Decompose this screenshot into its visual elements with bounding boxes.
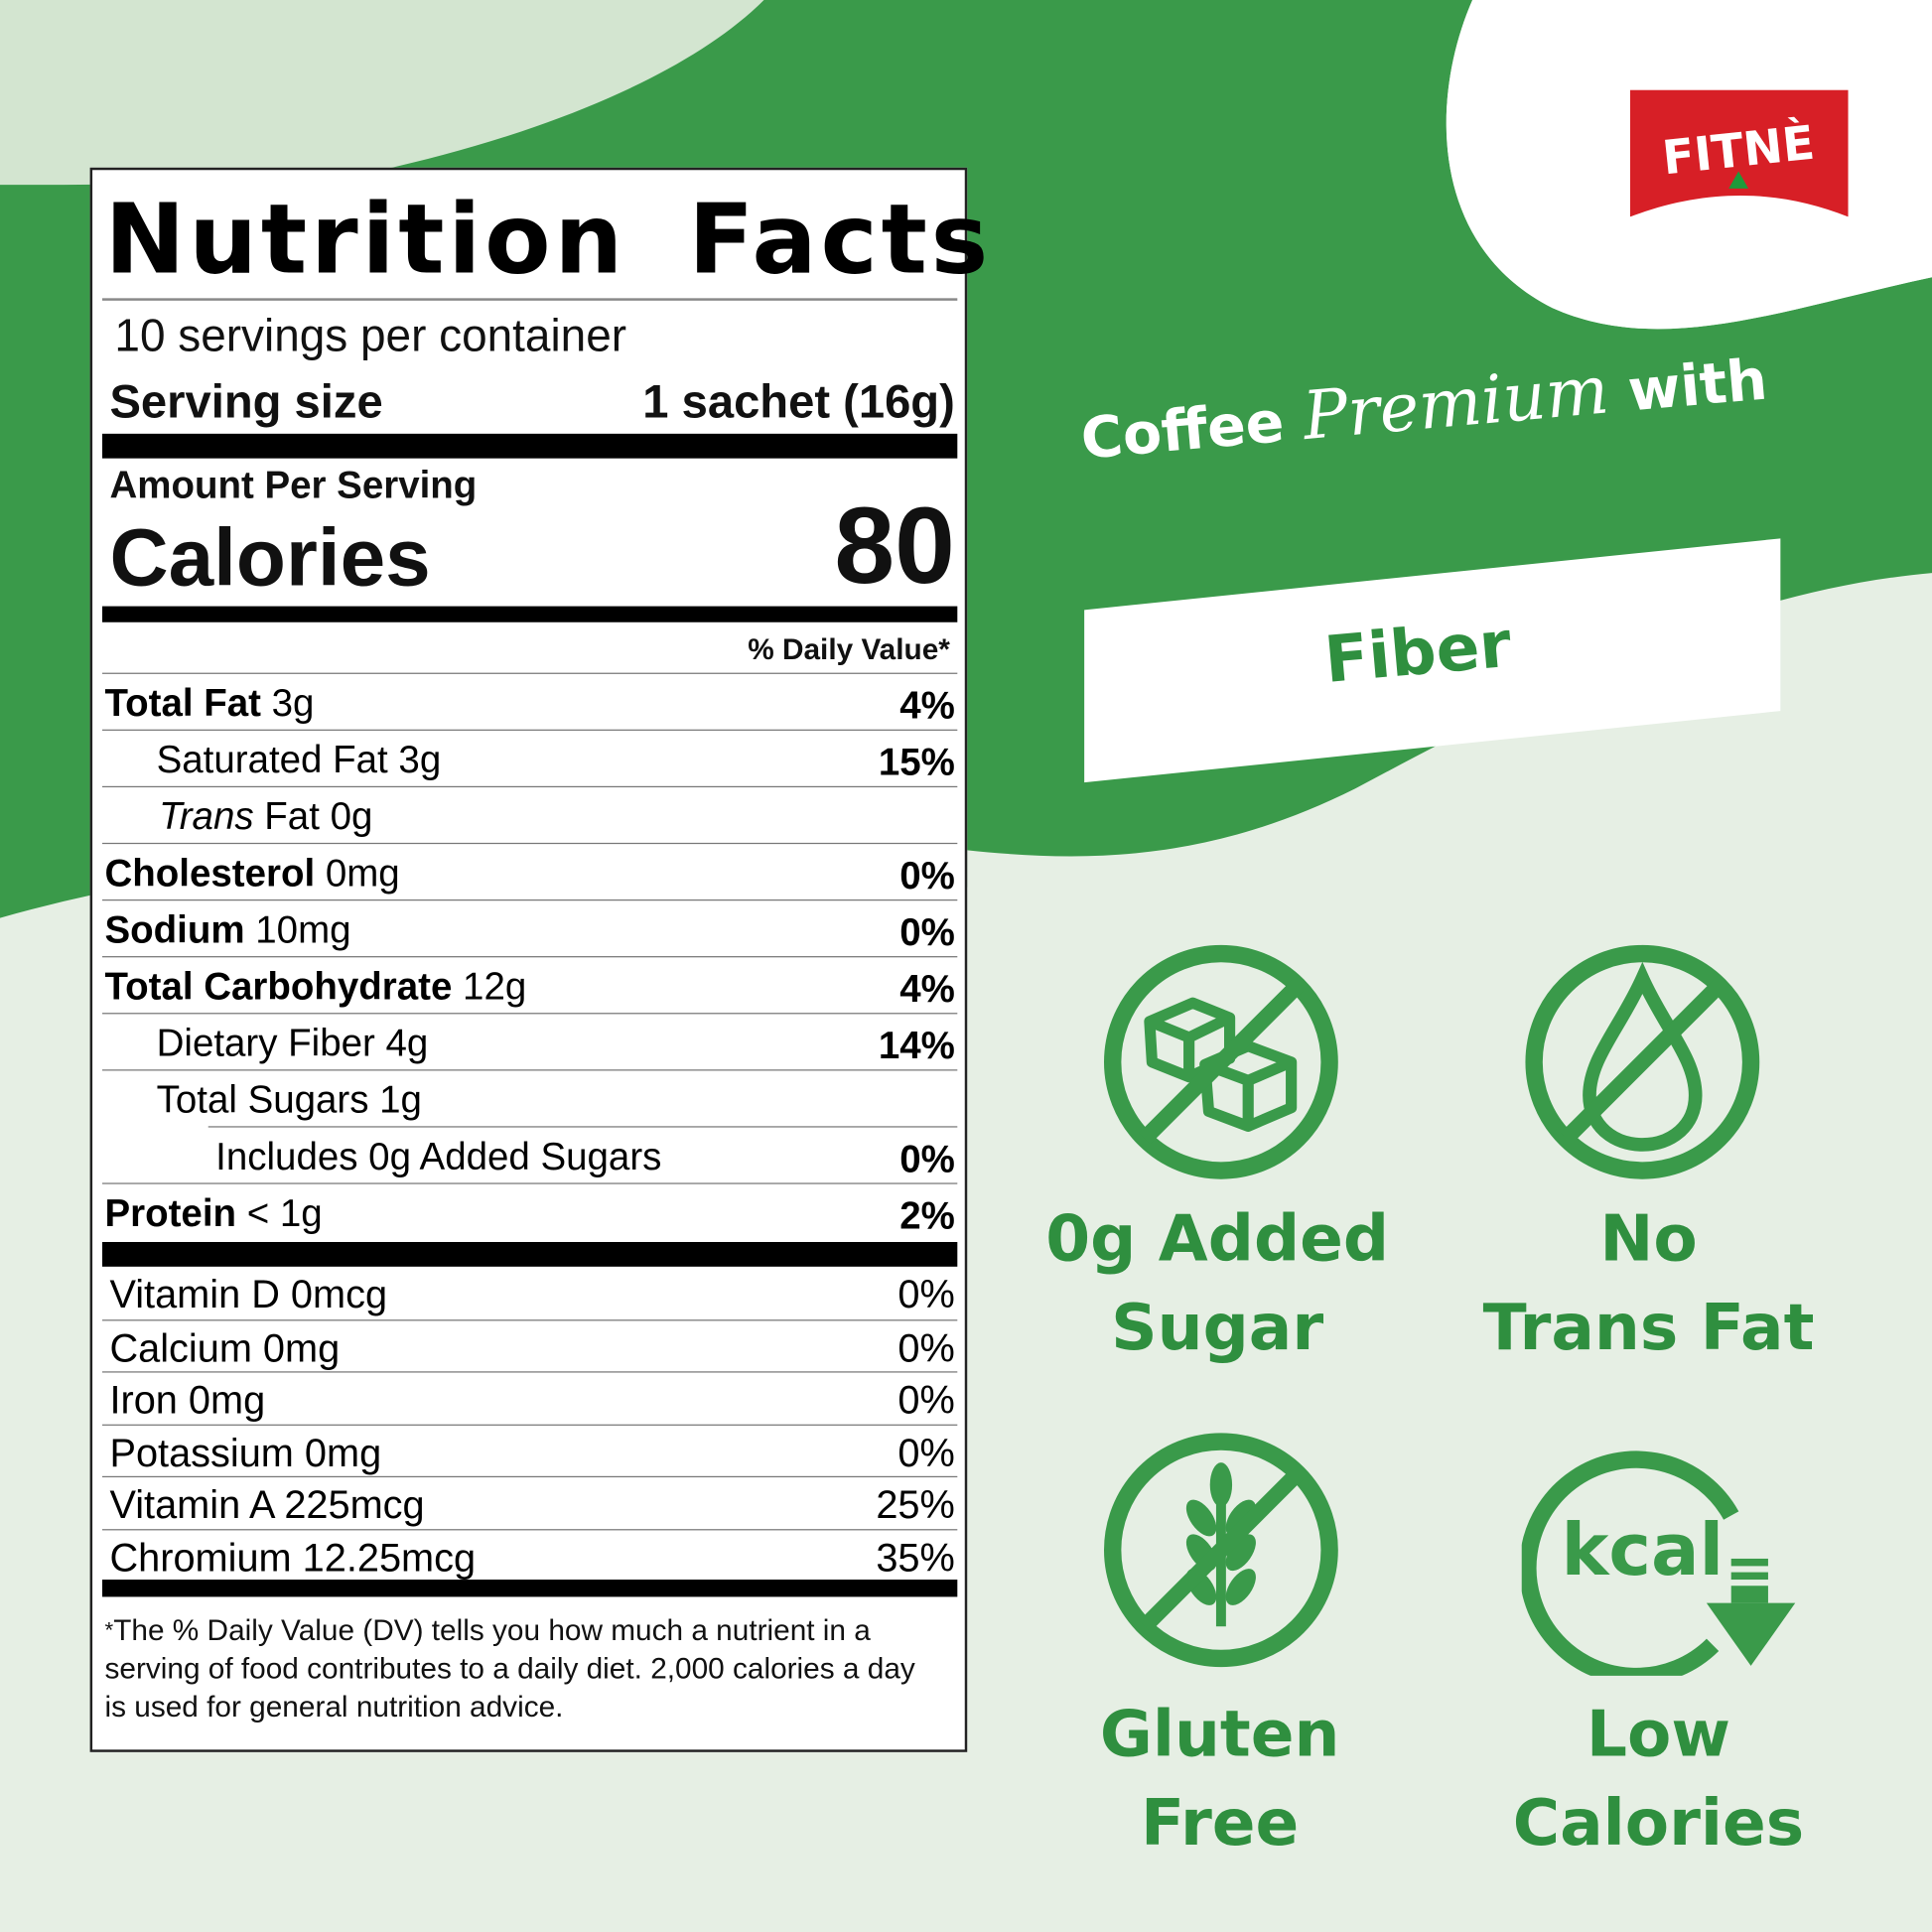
- vitamin-row: Calcium 0mg 0%: [102, 1318, 958, 1372]
- thick-divider: [102, 1580, 958, 1597]
- claim-gluten-free: Gluten Free: [1099, 1698, 1340, 1862]
- vitamin-name: Iron 0mg: [109, 1377, 266, 1423]
- nutrient-row: Dietary Fiber 4g 14%: [102, 1013, 958, 1070]
- nutrient-dv: 15%: [878, 740, 955, 784]
- claim-low-calories: Low Calories: [1512, 1698, 1805, 1862]
- nutrient-dv: 14%: [878, 1024, 955, 1067]
- label-title: Nutrition Facts: [104, 185, 992, 296]
- vitamin-dv: 0%: [897, 1324, 955, 1370]
- thick-divider: [102, 1241, 958, 1267]
- fitne-logo: FITNÈ: [1629, 89, 1849, 217]
- nutrient-row: Cholesterol 0mg 0%: [102, 842, 958, 900]
- serving-size-label: Serving size: [109, 376, 383, 429]
- thick-divider: [102, 433, 958, 459]
- low-kcal-icon: kcal: [1521, 1450, 1796, 1676]
- nutrient-name: Includes 0g Added Sugars: [215, 1135, 662, 1178]
- nutrient-row: Total Sugars 1g: [102, 1069, 958, 1127]
- nutrient-name: Sodium 10mg: [104, 907, 351, 952]
- nutrition-facts-label: Nutrition Facts 10 servings per containe…: [89, 167, 988, 1752]
- vitamin-dv: 35%: [876, 1534, 955, 1580]
- vitamin-row: Potassium 0mg 0%: [102, 1424, 958, 1476]
- nutrient-row: Sodium 10mg 0%: [102, 898, 958, 957]
- nutrient-name: Saturated Fat 3g: [156, 738, 442, 781]
- vitamin-name: Calcium 0mg: [109, 1324, 341, 1370]
- no-fat-drop-icon: [1525, 944, 1760, 1179]
- nutrient-row: Includes 0g Added Sugars 0%: [207, 1126, 958, 1183]
- vitamin-row: Vitamin A 225mcg 25%: [102, 1475, 958, 1529]
- nutrient-row: Protein < 1g 2%: [102, 1182, 958, 1240]
- nutrient-name: Total Carbohydrate 12g: [104, 964, 527, 1009]
- calories-value: 80: [834, 483, 955, 607]
- nutrient-row: Saturated Fat 3g 15%: [102, 729, 958, 787]
- servings-per-container: 10 servings per container: [114, 310, 627, 361]
- claim-no-trans-fat: No Trans Fat: [1482, 1202, 1815, 1366]
- nutrient-dv: 2%: [899, 1193, 955, 1238]
- highlight-banner: [1084, 538, 1781, 783]
- vitamin-dv: 0%: [897, 1430, 955, 1474]
- calories-label: Calories: [109, 511, 431, 603]
- vitamin-name: Chromium 12.25mcg: [109, 1534, 477, 1580]
- vitamin-dv: 0%: [897, 1377, 955, 1423]
- nutrient-row: Trans Fat 0g: [102, 785, 958, 844]
- gluten-free-wheat-icon: [1103, 1433, 1338, 1668]
- vitamin-row: Vitamin D 0mcg 0%: [102, 1267, 957, 1318]
- vitamin-name: Vitamin A 225mcg: [109, 1482, 425, 1527]
- nutrient-name: Protein < 1g: [104, 1191, 323, 1235]
- nutrient-dv: 0%: [899, 854, 955, 897]
- svg-text:kcal: kcal: [1561, 1508, 1724, 1591]
- serving-size-value: 1 sachet (16g): [642, 376, 955, 429]
- nutrient-dv: 0%: [899, 1137, 955, 1180]
- amount-per-serving: Amount Per Serving: [109, 463, 478, 507]
- nutrient-dv: 4%: [899, 683, 955, 728]
- no-sugar-cubes-icon: [1103, 944, 1338, 1179]
- vitamin-name: Potassium 0mg: [109, 1430, 382, 1474]
- nutrient-name: Dietary Fiber 4g: [156, 1021, 429, 1065]
- divider: [102, 298, 958, 301]
- vitamin-row: Chromium 12.25mcg 35%: [102, 1528, 958, 1582]
- nutrient-row: Total Carbohydrate 12g 4%: [102, 956, 958, 1014]
- claim-no-added-sugar: 0g Added Sugar: [1045, 1202, 1390, 1366]
- thick-divider: [102, 606, 958, 622]
- nutrient-name: Total Fat 3g: [104, 681, 315, 725]
- daily-value-header: % Daily Value*: [748, 632, 950, 667]
- vitamin-dv: 25%: [876, 1482, 955, 1527]
- vitamin-name: Vitamin D 0mcg: [109, 1271, 388, 1316]
- vitamin-row: Iron 0mg 0%: [102, 1371, 958, 1424]
- nutrient-name: Total Sugars 1g: [156, 1077, 422, 1122]
- nutrient-name: Cholesterol 0mg: [104, 851, 400, 896]
- nutrient-dv: 0%: [899, 910, 955, 954]
- footnote: *The % Daily Value (DV) tells you how mu…: [104, 1613, 915, 1725]
- nutrient-dv: 4%: [899, 967, 955, 1011]
- nutrient-name: Trans Fat 0g: [159, 794, 373, 838]
- nutrient-row: Total Fat 3g 4%: [102, 672, 958, 731]
- vitamin-dv: 0%: [897, 1271, 955, 1316]
